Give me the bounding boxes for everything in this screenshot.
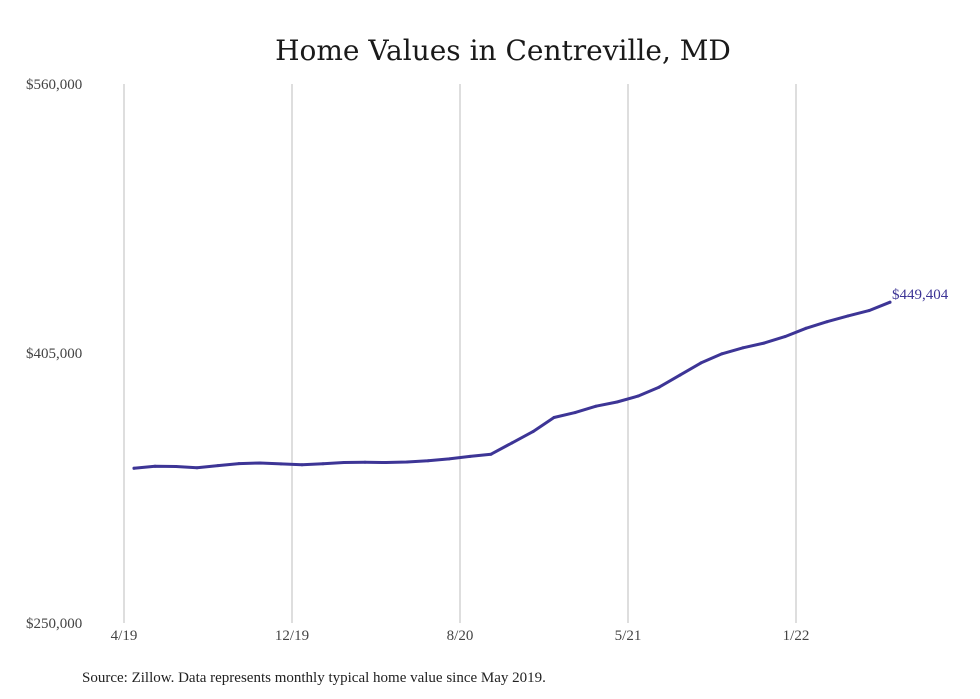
y-tick-label-405000: $405,000: [26, 346, 82, 362]
data-point: [321, 462, 325, 466]
end-value-label: $449,404: [892, 287, 949, 303]
data-point: [720, 352, 724, 356]
data-point: [384, 461, 388, 464]
x-tick-label: 12/19: [275, 628, 309, 644]
x-tick-label: 5/21: [615, 628, 642, 644]
data-point: [405, 460, 409, 464]
data-point: [636, 394, 640, 398]
data-point: [153, 464, 157, 468]
data-point: [615, 400, 619, 404]
data-point: [216, 464, 220, 468]
series-group: $449,404: [132, 287, 949, 470]
data-point: [888, 300, 892, 304]
data-point: [699, 361, 703, 365]
data-point: [468, 454, 472, 458]
data-point: [300, 463, 304, 467]
data-point: [237, 462, 241, 466]
data-point: [132, 466, 136, 470]
x-tick-label: 8/20: [447, 628, 474, 644]
data-point: [279, 462, 283, 466]
y-tick-label-560000: $560,000: [26, 77, 82, 93]
data-point: [447, 457, 451, 461]
data-point: [762, 341, 766, 345]
x-tick-label: 1/22: [783, 628, 810, 644]
data-point: [363, 460, 367, 464]
y-tick-label-250000: $250,000: [26, 616, 82, 632]
data-point: [804, 326, 808, 330]
data-point: [783, 335, 787, 339]
data-point: [741, 346, 745, 350]
data-point: [657, 385, 661, 389]
data-point: [174, 465, 178, 468]
gridlines: [123, 84, 797, 623]
data-point: [846, 314, 850, 318]
data-point: [594, 404, 598, 408]
data-point: [531, 430, 535, 434]
data-point: [489, 452, 493, 456]
source-note: Source: Zillow. Data represents monthly …: [82, 670, 546, 686]
data-point: [258, 461, 262, 465]
data-point: [426, 459, 430, 463]
data-point: [867, 309, 871, 313]
data-point: [678, 373, 682, 377]
data-point: [195, 466, 199, 470]
data-point: [573, 411, 577, 415]
x-axis-ticks: 4/19 12/19 8/20 5/21 1/22: [111, 628, 810, 644]
data-point: [825, 320, 829, 324]
x-tick-label: 4/19: [111, 628, 138, 644]
data-point: [342, 461, 346, 464]
data-point: [552, 416, 556, 419]
data-point: [510, 441, 514, 445]
chart-title: Home Values in Centreville, MD: [275, 34, 731, 67]
